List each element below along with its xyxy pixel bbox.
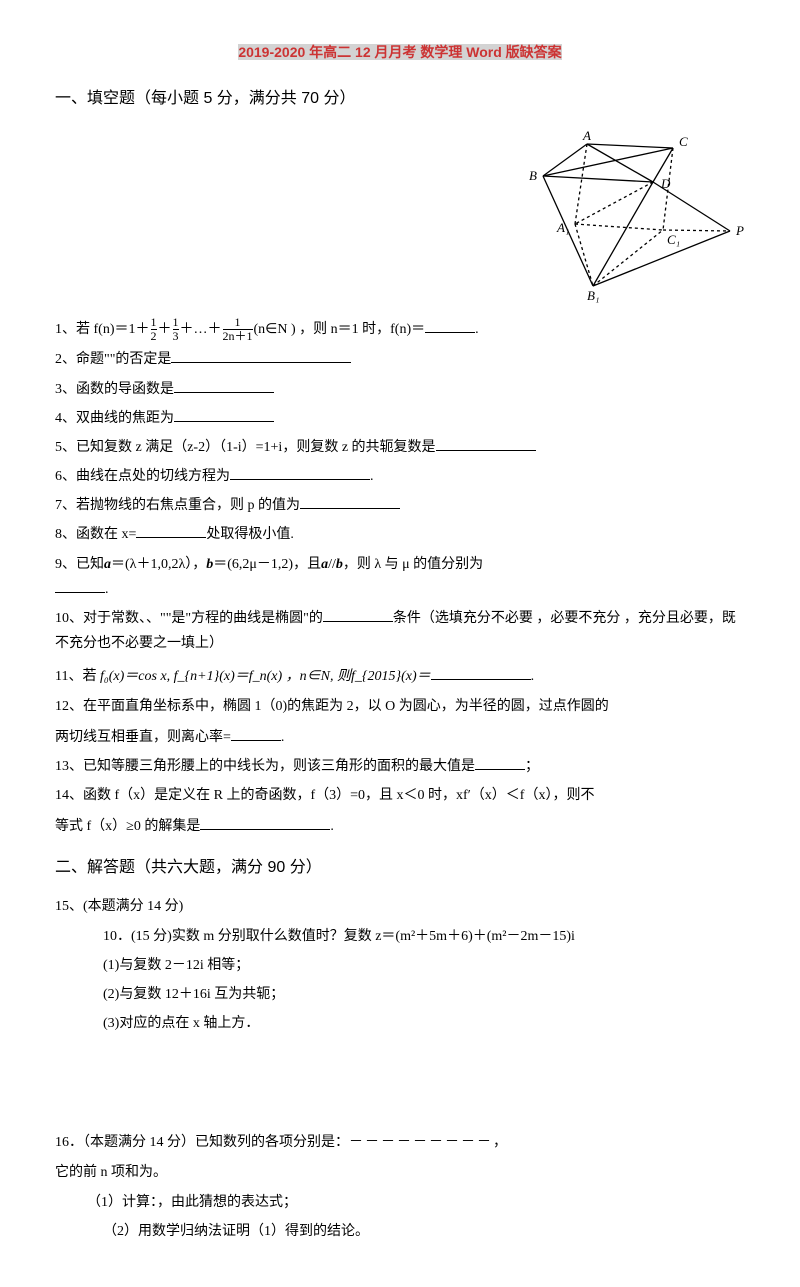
section-1-header: 一、填空题（每小题 5 分，满分共 70 分） xyxy=(55,85,745,114)
svg-text:C: C xyxy=(679,134,688,149)
answer-blank xyxy=(300,493,400,509)
question-5: 5、已知复数 z 满足（z-2）（1-i）=1+i，则复数 z 的共轭复数是 xyxy=(55,435,745,460)
answer-blank xyxy=(174,406,274,422)
answer-blank xyxy=(174,377,274,393)
answer-blank xyxy=(231,725,281,741)
answer-blank xyxy=(436,435,536,451)
svg-text:B: B xyxy=(529,168,537,183)
q11-formula: f₀(x)＝cos x, f_{n+1}(x)＝f_n(x) ，n∈N, 则f_… xyxy=(100,669,431,684)
frac-icon: 12n＋1 xyxy=(223,316,253,343)
answer-blank xyxy=(171,347,351,363)
q16-line2: 它的前 n 项和为。 xyxy=(55,1160,745,1185)
q16-part2: （2）用数学归纳法证明（1）得到的结论。 xyxy=(55,1219,745,1244)
question-7: 7、若抛物线的右焦点重合，则 p 的值为 xyxy=(55,493,745,518)
q15-part1: (1)与复数 2－12i 相等； xyxy=(55,953,745,978)
svg-text:D: D xyxy=(660,176,671,191)
exam-title: 2019-2020 年高二 12 月月考 数学理 Word 版缺答案 xyxy=(55,40,745,65)
geometry-diagram: A C B D A₁ C₁ B₁ P xyxy=(495,126,745,306)
svg-text:C₁: C₁ xyxy=(667,232,680,247)
answer-blank xyxy=(230,464,370,480)
question-12: 12、在平面直角坐标系中，椭圆 1（0)的焦距为 2，以 O 为圆心，为半径的圆… xyxy=(55,694,745,750)
question-1: 1、若 f(n)＝1＋12＋13＋…＋12n＋1(n∈N ) ，则 n＝1 时，… xyxy=(55,316,745,343)
vector-a: a xyxy=(104,557,111,572)
answer-blank xyxy=(200,814,330,830)
title-text: 2019-2020 年高二 12 月月考 数学理 Word 版缺答案 xyxy=(238,44,561,60)
q1-prefix: 1、若 f(n)＝1＋ xyxy=(55,322,150,337)
svg-text:B₁: B₁ xyxy=(587,288,599,303)
answer-blank xyxy=(425,317,475,333)
q15-part3: (3)对应的点在 x 轴上方． xyxy=(55,1011,745,1036)
question-8: 8、函数在 x=处取得极小值. xyxy=(55,522,745,547)
question-6: 6、曲线在点处的切线方程为. xyxy=(55,464,745,489)
svg-text:A₁: A₁ xyxy=(556,220,569,235)
question-15: 15、(本题满分 14 分) xyxy=(55,894,745,919)
section-2-header: 二、解答题（共六大题，满分 90 分） xyxy=(55,854,745,883)
q15-part2: (2)与复数 12＋16i 互为共轭； xyxy=(55,982,745,1007)
question-13: 13、已知等腰三角形腰上的中线长为，则该三角形的面积的最大值是； xyxy=(55,754,745,779)
question-2: 2、命题""的否定是 xyxy=(55,347,745,372)
question-9: 9、已知a＝(λ＋1,0,2λ），b＝(6,2μ－1,2)，且a//b，则 λ … xyxy=(55,552,745,602)
answer-blank xyxy=(431,664,531,680)
frac-icon: 12 xyxy=(151,316,157,343)
answer-blank xyxy=(55,577,105,593)
answer-blank xyxy=(136,522,206,538)
question-10: 10、对于常数、、""是"方程的曲线是椭圆"的条件（选填充分不必要 ，必要不充分… xyxy=(55,606,745,656)
question-11: 11、若 f₀(x)＝cos x, f_{n+1}(x)＝f_n(x) ，n∈N… xyxy=(55,664,745,689)
frac-icon: 13 xyxy=(173,316,179,343)
answer-blank xyxy=(323,606,393,622)
svg-text:A: A xyxy=(582,128,591,143)
q15-stem: 10．(15 分)实数 m 分别取什么数值时？复数 z＝(m²＋5m＋6)＋(m… xyxy=(55,924,745,949)
svg-text:P: P xyxy=(735,223,744,238)
q16-part1: （1）计算：，由此猜想的表达式； xyxy=(55,1190,745,1215)
question-14: 14、函数 f（x）是定义在 R 上的奇函数，f（3）=0，且 x＜0 时，xf… xyxy=(55,783,745,839)
answer-blank xyxy=(475,754,525,770)
question-3: 3、函数的导函数是 xyxy=(55,377,745,402)
dashes: －－－－－－－－－， xyxy=(349,1135,509,1151)
question-16: 16．（本题满分 14 分）已知数列的各项分别是：－－－－－－－－－， xyxy=(55,1130,745,1156)
question-4: 4、双曲线的焦距为 xyxy=(55,406,745,431)
